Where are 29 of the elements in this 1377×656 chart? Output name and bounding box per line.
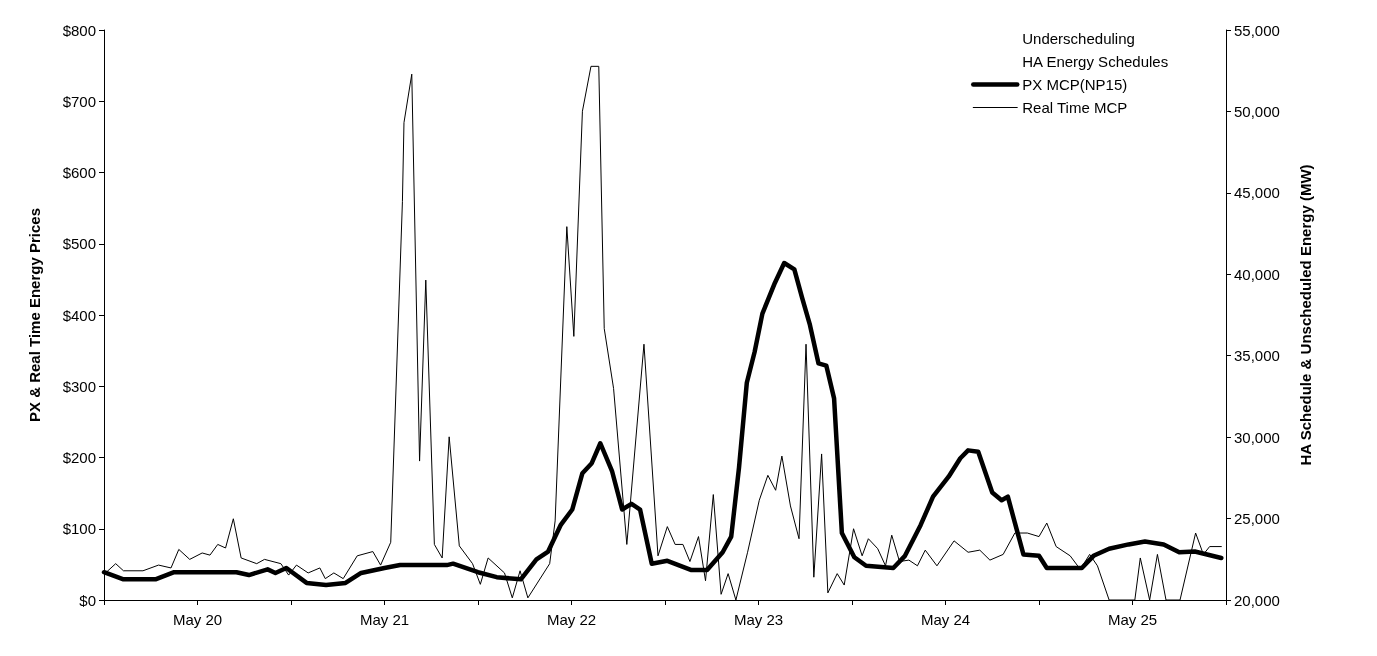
- y-tick-label: $100: [62, 520, 96, 538]
- x-tick-label: May 25: [1107, 611, 1158, 628]
- x-tick-label: May 21: [359, 611, 410, 628]
- text: HA Energy Schedules: [1022, 53, 1169, 70]
- x-tick-label: May 23: [733, 611, 784, 628]
- y-tick-label: $500: [62, 235, 96, 253]
- y2-axis-title: HA Schedule & Unscheduled Energy (MW): [1297, 164, 1314, 466]
- text: Underscheduling: [1022, 30, 1135, 47]
- y2-tick-label: 20,000: [1234, 591, 1280, 609]
- y-axis-title: PX & Real Time Energy Prices: [26, 208, 43, 422]
- y2-tick-label: 55,000: [1234, 21, 1280, 39]
- y-tick-label: $600: [62, 164, 96, 181]
- y-tick-label: $300: [62, 377, 96, 395]
- legend-label: PX MCP(NP15): [1022, 76, 1128, 93]
- x-tick-label: May 22: [546, 611, 597, 628]
- y-tick-label: $0: [79, 591, 96, 609]
- legend-label: Real Time MCP: [1022, 99, 1128, 116]
- y2-tick-label: 45,000: [1234, 184, 1280, 202]
- y2-tick-label: 50,000: [1234, 102, 1280, 120]
- y2-tick-label: 40,000: [1234, 265, 1280, 283]
- y2-tick-label: 25,000: [1234, 510, 1280, 528]
- x-tick-label: May 20: [172, 611, 223, 628]
- y2-tick-label: 30,000: [1234, 428, 1280, 446]
- x-tick-label: May 24: [920, 611, 971, 628]
- y-tick-label: $700: [62, 92, 96, 110]
- y-tick-label: $800: [62, 21, 96, 39]
- y-tick-label: $200: [62, 449, 96, 466]
- y2-tick-label: 35,000: [1234, 347, 1280, 365]
- y-tick-label: $400: [62, 306, 96, 324]
